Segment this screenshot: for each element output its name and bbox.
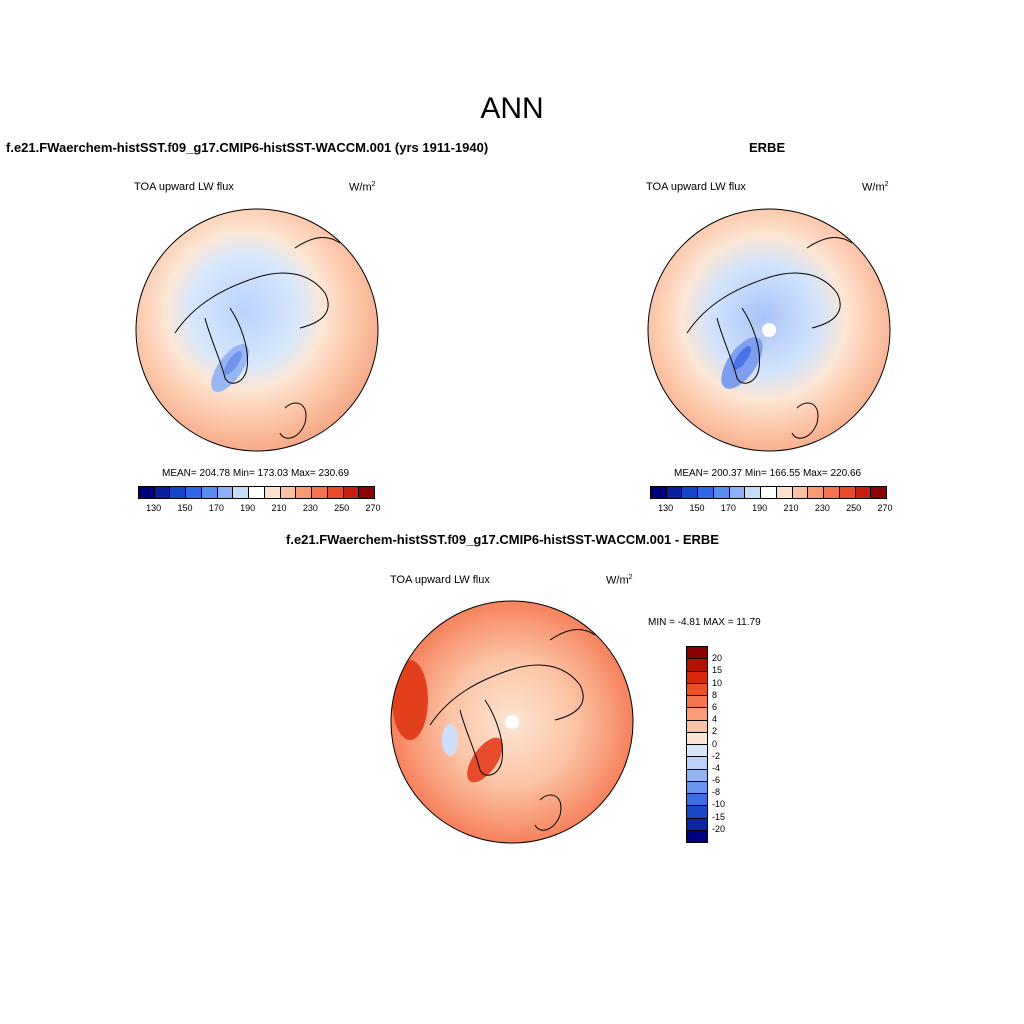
colorbar-swatch bbox=[729, 487, 746, 498]
colorbar-tick-label: 210 bbox=[271, 503, 287, 513]
panel2-variable: TOA upward LW flux bbox=[646, 181, 746, 193]
colorbar-swatch bbox=[792, 487, 809, 498]
colorbar-tick-label: 250 bbox=[846, 503, 862, 513]
panel1-polar-map bbox=[135, 208, 379, 452]
colorbar-swatch bbox=[687, 732, 707, 745]
colorbar-swatch bbox=[359, 487, 375, 498]
colorbar-tick-label: 0 bbox=[712, 738, 718, 749]
panel1-units: W/m2 bbox=[349, 181, 376, 194]
colorbar-tick-label: 170 bbox=[720, 503, 736, 513]
colorbar-swatch bbox=[154, 487, 171, 498]
colorbar-tick-label: -10 bbox=[712, 799, 726, 810]
colorbar-tick-label: 10 bbox=[712, 677, 723, 688]
colorbar-tick-label: 4 bbox=[712, 714, 718, 725]
panel3-stats: MIN = -4.81 MAX = 11.79 bbox=[648, 617, 761, 628]
colorbar-tick-label: 230 bbox=[302, 503, 318, 513]
colorbar-swatch bbox=[687, 818, 707, 831]
colorbar-tick-label: -20 bbox=[712, 823, 726, 834]
colorbar-swatch bbox=[264, 487, 281, 498]
colorbar-swatch bbox=[687, 794, 707, 807]
colorbar-tick-label: 2 bbox=[712, 726, 718, 737]
colorbar-tick-label: 170 bbox=[208, 503, 224, 513]
panel3-units: W/m2 bbox=[606, 574, 633, 587]
colorbar-tick-label: -8 bbox=[712, 787, 721, 798]
panel1-colorbar bbox=[138, 486, 375, 499]
colorbar-swatch bbox=[296, 487, 313, 498]
colorbar-tick-label: 250 bbox=[334, 503, 350, 513]
colorbar-swatch bbox=[682, 487, 699, 498]
colorbar-swatch bbox=[327, 487, 344, 498]
panel2-polar-map bbox=[647, 208, 891, 452]
panel2-colorbar bbox=[650, 486, 887, 499]
colorbar-tick-label: 190 bbox=[240, 503, 256, 513]
colorbar-swatch bbox=[312, 487, 328, 498]
colorbar-swatch bbox=[201, 487, 218, 498]
colorbar-swatch bbox=[745, 487, 762, 498]
colorbar-tick-label: -15 bbox=[712, 811, 726, 822]
colorbar-swatch bbox=[233, 487, 250, 498]
colorbar-swatch bbox=[808, 487, 825, 498]
colorbar-swatch bbox=[824, 487, 840, 498]
panel1-stats: MEAN= 204.78 Min= 173.03 Max= 230.69 bbox=[162, 468, 350, 479]
panel3-colorbar-labels: 20 15 10 8 6 4 2 0 -2 -4 -6 -8 -10 -15 -20 bbox=[712, 646, 742, 841]
colorbar-swatch bbox=[698, 487, 714, 498]
colorbar-swatch bbox=[217, 487, 234, 498]
colorbar-tick-label: 8 bbox=[712, 689, 718, 700]
panel3-polar-map bbox=[390, 600, 634, 844]
colorbar-tick-label: 230 bbox=[814, 503, 830, 513]
colorbar-swatch bbox=[343, 487, 360, 498]
panel1-colorbar-labels: 130 150 170 190 210 230 250 270 bbox=[138, 503, 380, 515]
panel3-variable: TOA upward LW flux bbox=[390, 574, 490, 586]
colorbar-swatch bbox=[687, 647, 707, 660]
colorbar-swatch bbox=[249, 487, 265, 498]
panel3-title: f.e21.FWaerchem-histSST.f09_g17.CMIP6-hi… bbox=[286, 532, 719, 547]
colorbar-swatch bbox=[855, 487, 872, 498]
colorbar-swatch bbox=[687, 830, 707, 842]
panel1-variable: TOA upward LW flux bbox=[134, 181, 234, 193]
colorbar-tick-label: -4 bbox=[712, 762, 721, 773]
colorbar-swatch bbox=[666, 487, 683, 498]
colorbar-swatch bbox=[687, 683, 707, 696]
panel2-units: W/m2 bbox=[862, 181, 889, 194]
colorbar-swatch bbox=[687, 708, 707, 721]
colorbar-swatch bbox=[687, 671, 707, 684]
colorbar-swatch bbox=[713, 487, 730, 498]
colorbar-tick-label: 270 bbox=[877, 503, 893, 513]
colorbar-swatch bbox=[687, 781, 707, 794]
colorbar-swatch bbox=[776, 487, 793, 498]
colorbar-swatch bbox=[186, 487, 202, 498]
panel1-title: f.e21.FWaerchem-histSST.f09_g17.CMIP6-hi… bbox=[6, 140, 489, 155]
colorbar-tick-label: 130 bbox=[658, 503, 674, 513]
panel2-colorbar-labels: 130 150 170 190 210 230 250 270 bbox=[650, 503, 892, 515]
colorbar-swatch bbox=[280, 487, 297, 498]
colorbar-swatch bbox=[687, 806, 707, 819]
colorbar-tick-label: 20 bbox=[712, 653, 723, 664]
panel3-colorbar bbox=[686, 646, 708, 843]
colorbar-swatch bbox=[170, 487, 187, 498]
colorbar-swatch bbox=[687, 757, 707, 770]
colorbar-tick-label: 190 bbox=[752, 503, 768, 513]
colorbar-tick-label: 210 bbox=[783, 503, 799, 513]
colorbar-tick-label: -2 bbox=[712, 750, 721, 761]
main-title: ANN bbox=[480, 92, 544, 125]
panel2-title: ERBE bbox=[749, 140, 786, 155]
colorbar-swatch bbox=[139, 487, 155, 498]
colorbar-tick-label: 6 bbox=[712, 701, 718, 712]
colorbar-swatch bbox=[651, 487, 667, 498]
colorbar-swatch bbox=[687, 769, 707, 782]
colorbar-swatch bbox=[871, 487, 887, 498]
colorbar-swatch bbox=[839, 487, 856, 498]
colorbar-swatch bbox=[687, 720, 707, 733]
colorbar-swatch bbox=[761, 487, 777, 498]
colorbar-tick-label: 150 bbox=[689, 503, 705, 513]
colorbar-tick-label: 270 bbox=[365, 503, 381, 513]
colorbar-tick-label: 15 bbox=[712, 665, 723, 676]
colorbar-tick-label: 130 bbox=[146, 503, 162, 513]
colorbar-swatch bbox=[687, 745, 707, 758]
colorbar-tick-label: -6 bbox=[712, 775, 721, 786]
panel2-stats: MEAN= 200.37 Min= 166.55 Max= 220.66 bbox=[674, 468, 862, 479]
colorbar-swatch bbox=[687, 696, 707, 709]
colorbar-tick-label: 150 bbox=[177, 503, 193, 513]
colorbar-swatch bbox=[687, 659, 707, 672]
